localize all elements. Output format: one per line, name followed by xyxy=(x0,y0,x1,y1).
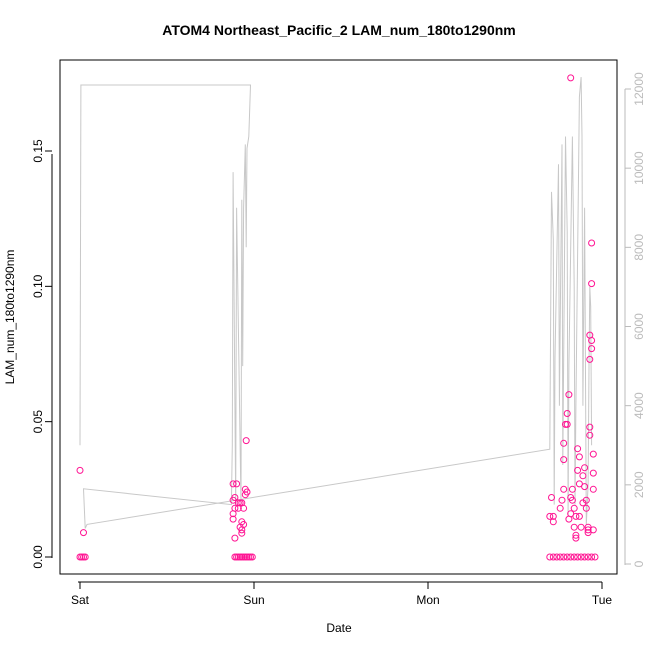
y2-tick-label: 6000 xyxy=(632,313,646,340)
data-point xyxy=(577,523,585,531)
data-point xyxy=(577,553,585,561)
data-point xyxy=(80,529,87,537)
data-point xyxy=(579,472,587,480)
data-point xyxy=(231,494,239,501)
y2-tick-label: 8000 xyxy=(632,234,646,261)
data-point xyxy=(546,512,554,520)
data-point xyxy=(581,464,589,472)
data-point xyxy=(238,529,246,537)
data-point xyxy=(229,480,237,488)
data-point xyxy=(581,483,589,491)
y2-tick-label: 4000 xyxy=(632,392,646,419)
y-tick-label: 0.05 xyxy=(31,410,45,434)
data-point xyxy=(568,485,576,493)
data-point xyxy=(242,437,250,445)
plot-frame xyxy=(59,59,618,575)
data-point xyxy=(584,553,592,561)
data-point xyxy=(567,553,575,561)
data-point xyxy=(234,504,242,512)
data-point xyxy=(589,526,597,534)
data-point xyxy=(240,521,248,528)
data-point xyxy=(581,553,589,561)
series-line xyxy=(79,77,593,529)
data-point xyxy=(568,496,576,504)
data-point xyxy=(589,450,597,458)
data-point xyxy=(575,453,583,461)
data-point xyxy=(586,431,594,439)
chart-title: ATOM4 Northeast_Pacific_2 LAM_num_180to1… xyxy=(162,22,516,38)
data-point xyxy=(81,553,89,561)
data-point xyxy=(574,445,582,453)
data-point xyxy=(558,496,566,504)
data-point xyxy=(560,485,568,493)
data-point xyxy=(575,512,583,520)
data-point xyxy=(240,504,248,512)
x-tick-label: Mon xyxy=(416,593,439,607)
y2-tick-label: 2000 xyxy=(632,471,646,498)
data-point xyxy=(549,518,557,526)
data-point xyxy=(586,355,594,363)
y-axis-label: LAM_num_180to1290nm xyxy=(3,250,17,385)
data-point xyxy=(563,410,571,417)
data-point xyxy=(563,553,571,561)
points-series xyxy=(76,74,599,561)
data-point xyxy=(76,466,84,474)
data-point xyxy=(233,480,241,488)
data-point xyxy=(546,553,554,561)
x-tick-label: Sat xyxy=(71,593,90,607)
data-point xyxy=(589,469,597,477)
x-axis-label: Date xyxy=(326,621,352,635)
data-point xyxy=(584,526,592,534)
data-point xyxy=(560,456,568,464)
data-point xyxy=(582,504,590,512)
y2-tick-label: 10000 xyxy=(632,151,646,185)
y-tick-label: 0.15 xyxy=(31,139,45,163)
y2-tick-label: 12000 xyxy=(632,72,646,106)
data-point xyxy=(556,504,564,512)
data-point xyxy=(588,280,596,288)
x-tick-label: Tue xyxy=(592,593,613,607)
data-point xyxy=(588,553,596,561)
data-point xyxy=(549,553,557,561)
data-point xyxy=(548,494,555,501)
y2-tick-label: 0 xyxy=(632,560,646,567)
data-point xyxy=(572,534,580,542)
data-point xyxy=(591,553,599,561)
data-point xyxy=(248,553,256,561)
data-point xyxy=(572,531,580,539)
data-point xyxy=(567,74,575,82)
line-series xyxy=(79,77,593,529)
x-tick-label: Sun xyxy=(243,593,264,607)
data-point xyxy=(560,439,568,447)
data-point xyxy=(586,331,594,339)
data-point xyxy=(560,553,568,561)
data-point xyxy=(588,345,596,353)
data-point xyxy=(243,488,251,496)
data-point xyxy=(563,420,571,428)
data-point xyxy=(588,239,596,247)
data-point xyxy=(570,504,578,512)
data-point xyxy=(231,534,239,542)
data-point xyxy=(574,466,582,474)
data-point xyxy=(589,485,597,493)
data-point xyxy=(553,553,561,561)
data-point xyxy=(572,512,580,520)
data-point xyxy=(229,515,237,523)
y-axis: 0.00 0.05 0.10 0.15 xyxy=(31,139,53,569)
data-point xyxy=(556,553,564,561)
data-point xyxy=(565,391,573,399)
data-point xyxy=(229,510,237,518)
data-point xyxy=(570,553,578,561)
y-tick-label: 0.10 xyxy=(31,274,45,298)
data-point xyxy=(586,423,594,431)
y-tick-label: 0.00 xyxy=(31,545,45,569)
data-point xyxy=(574,553,582,561)
x-axis: Sat Sun Mon Tue xyxy=(71,581,613,607)
data-point xyxy=(582,496,590,504)
data-point xyxy=(549,512,557,520)
y2-axis: 0 2000 4000 6000 8000 10000 12000 xyxy=(624,72,646,567)
data-point xyxy=(570,523,578,531)
